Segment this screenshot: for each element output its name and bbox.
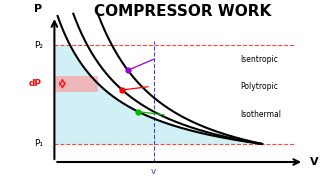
Bar xyxy=(54,76,98,92)
Polygon shape xyxy=(54,45,262,144)
Text: Isentropic: Isentropic xyxy=(240,55,278,64)
Text: P₂: P₂ xyxy=(34,40,43,50)
Text: v: v xyxy=(151,167,156,176)
Text: Isothermal: Isothermal xyxy=(240,110,281,119)
Text: dP: dP xyxy=(29,79,42,88)
Text: V: V xyxy=(310,157,319,167)
Text: Polytropic: Polytropic xyxy=(240,82,278,91)
Text: COMPRESSOR WORK: COMPRESSOR WORK xyxy=(94,4,271,19)
Text: P: P xyxy=(34,4,43,14)
Text: P₁: P₁ xyxy=(34,140,43,148)
